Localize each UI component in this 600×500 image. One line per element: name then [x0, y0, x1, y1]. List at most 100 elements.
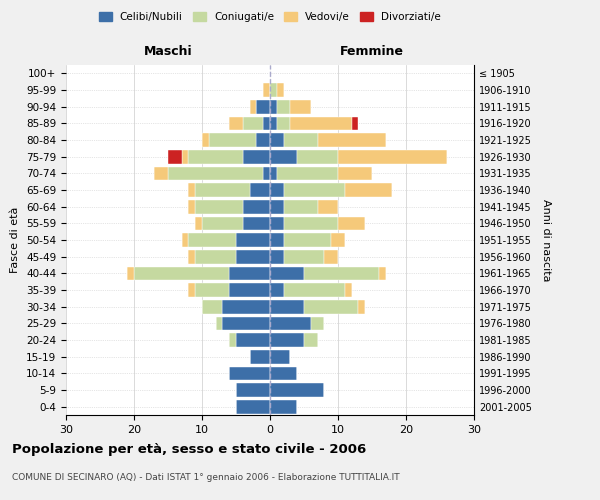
- Bar: [270, 250, 284, 264]
- Bar: [188, 283, 195, 297]
- Bar: [284, 133, 317, 147]
- Bar: [209, 133, 256, 147]
- Bar: [284, 283, 345, 297]
- Bar: [236, 233, 270, 247]
- Bar: [345, 183, 392, 197]
- Bar: [270, 100, 277, 114]
- Bar: [277, 83, 284, 97]
- Bar: [270, 216, 284, 230]
- Bar: [270, 166, 277, 180]
- Bar: [325, 250, 338, 264]
- Bar: [188, 183, 195, 197]
- Bar: [270, 283, 284, 297]
- Bar: [277, 116, 290, 130]
- Bar: [284, 250, 325, 264]
- Bar: [270, 200, 284, 213]
- Bar: [229, 116, 243, 130]
- Bar: [188, 233, 236, 247]
- Bar: [243, 150, 270, 164]
- Bar: [256, 100, 270, 114]
- Text: Popolazione per età, sesso e stato civile - 2006: Popolazione per età, sesso e stato civil…: [12, 442, 366, 456]
- Y-axis label: Anni di nascita: Anni di nascita: [541, 198, 551, 281]
- Bar: [284, 200, 317, 213]
- Text: COMUNE DI SECINARO (AQ) - Dati ISTAT 1° gennaio 2006 - Elaborazione TUTTITALIA.I: COMUNE DI SECINARO (AQ) - Dati ISTAT 1° …: [12, 472, 400, 482]
- Bar: [270, 316, 311, 330]
- Legend: Celibi/Nubili, Coniugati/e, Vedovi/e, Divorziati/e: Celibi/Nubili, Coniugati/e, Vedovi/e, Di…: [95, 8, 445, 26]
- Bar: [195, 183, 250, 197]
- Text: Femmine: Femmine: [340, 45, 404, 58]
- Bar: [270, 233, 284, 247]
- Bar: [270, 383, 325, 397]
- Bar: [236, 383, 270, 397]
- Bar: [188, 250, 195, 264]
- Bar: [250, 350, 270, 364]
- Bar: [134, 266, 229, 280]
- Bar: [229, 333, 236, 347]
- Bar: [202, 133, 209, 147]
- Bar: [168, 166, 263, 180]
- Bar: [270, 400, 297, 413]
- Bar: [188, 150, 243, 164]
- Bar: [236, 250, 270, 264]
- Bar: [243, 200, 270, 213]
- Bar: [243, 116, 263, 130]
- Bar: [202, 216, 243, 230]
- Bar: [229, 366, 270, 380]
- Bar: [290, 116, 352, 130]
- Bar: [243, 216, 270, 230]
- Bar: [277, 100, 290, 114]
- Bar: [311, 316, 325, 330]
- Bar: [168, 150, 182, 164]
- Bar: [345, 283, 352, 297]
- Bar: [270, 183, 284, 197]
- Bar: [317, 133, 386, 147]
- Bar: [188, 200, 195, 213]
- Bar: [270, 266, 304, 280]
- Bar: [270, 150, 297, 164]
- Bar: [270, 116, 277, 130]
- Bar: [195, 216, 202, 230]
- Bar: [263, 166, 270, 180]
- Text: Maschi: Maschi: [143, 45, 193, 58]
- Bar: [229, 266, 270, 280]
- Bar: [250, 100, 256, 114]
- Bar: [154, 166, 168, 180]
- Bar: [250, 183, 270, 197]
- Bar: [270, 333, 304, 347]
- Bar: [215, 316, 223, 330]
- Bar: [223, 316, 270, 330]
- Bar: [331, 233, 345, 247]
- Bar: [317, 200, 338, 213]
- Bar: [379, 266, 386, 280]
- Bar: [182, 233, 188, 247]
- Bar: [358, 300, 365, 314]
- Bar: [270, 83, 277, 97]
- Bar: [270, 350, 290, 364]
- Bar: [263, 116, 270, 130]
- Bar: [229, 283, 270, 297]
- Bar: [338, 216, 365, 230]
- Bar: [236, 333, 270, 347]
- Bar: [270, 133, 284, 147]
- Bar: [223, 300, 270, 314]
- Bar: [236, 400, 270, 413]
- Bar: [284, 183, 345, 197]
- Bar: [263, 83, 270, 97]
- Bar: [290, 100, 311, 114]
- Bar: [256, 133, 270, 147]
- Bar: [202, 300, 223, 314]
- Bar: [277, 166, 338, 180]
- Bar: [270, 300, 304, 314]
- Bar: [338, 150, 447, 164]
- Bar: [127, 266, 134, 280]
- Bar: [195, 250, 236, 264]
- Bar: [195, 200, 243, 213]
- Bar: [284, 216, 338, 230]
- Bar: [304, 266, 379, 280]
- Bar: [182, 150, 188, 164]
- Bar: [297, 150, 338, 164]
- Bar: [284, 233, 331, 247]
- Bar: [270, 366, 297, 380]
- Bar: [352, 116, 358, 130]
- Bar: [304, 333, 317, 347]
